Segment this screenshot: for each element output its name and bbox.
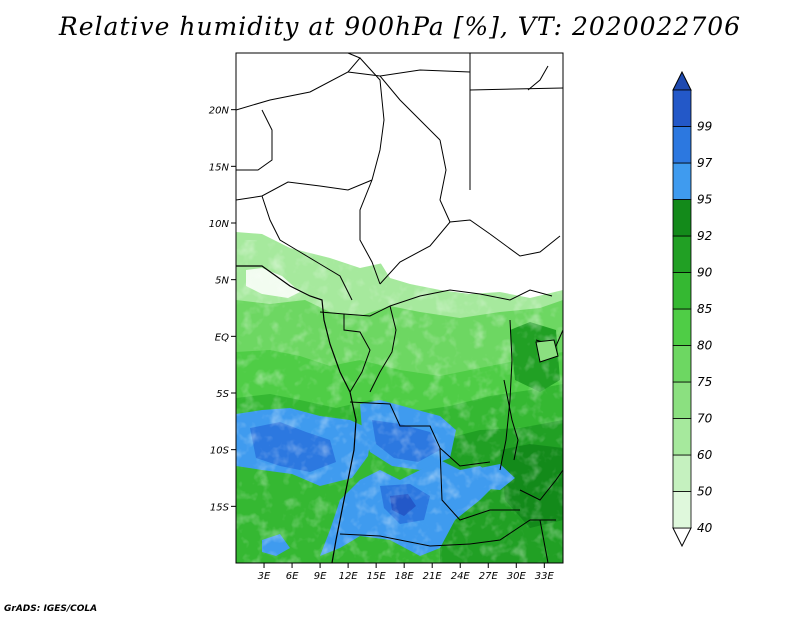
- border-chad-libya: [379, 75, 441, 141]
- border-angola-zambia: [439, 447, 520, 521]
- colorbar-label: 99: [697, 120, 712, 134]
- humidity-field: [236, 53, 563, 563]
- y-tick-label: 15S: [210, 502, 230, 513]
- y-tick-label: 5N: [215, 276, 229, 287]
- colorbar-box: [672, 308, 692, 346]
- colorbar-box: [672, 345, 692, 383]
- colorbar-label: 85: [697, 302, 712, 316]
- latitude-axis: 20N 15N 10N 5N EQ 5S 10S 15S: [209, 106, 236, 513]
- border-niger-chad: [359, 57, 385, 181]
- border-chad-car: [379, 219, 491, 285]
- x-tick-label: 3E: [258, 571, 271, 582]
- x-tick-label: 33E: [535, 571, 555, 582]
- y-tick-label: 20N: [209, 106, 230, 117]
- border-sudan-egypt: [469, 87, 563, 91]
- colorbar-label: 40: [697, 521, 713, 535]
- colorbar-box: [672, 491, 692, 529]
- colorbar-box: [672, 454, 692, 492]
- colorbar-box: [672, 235, 692, 273]
- colorbar-below-triangle: [672, 527, 692, 548]
- border-angola-namibia: [339, 533, 471, 547]
- y-tick-label: 10N: [209, 219, 230, 230]
- border-congo-drc: [369, 305, 397, 393]
- colorbar-box: [672, 126, 692, 164]
- border-chad-sudan: [439, 139, 451, 223]
- colorbar-box: [672, 199, 692, 237]
- colorbar-boxes: [672, 70, 692, 548]
- border-mozambique: [539, 519, 549, 563]
- border-niger-libya: [347, 69, 471, 77]
- colorbar-label: 70: [697, 412, 713, 426]
- country-borders: [236, 53, 563, 563]
- colorbar-box: [672, 162, 692, 200]
- colorbar-box: [672, 381, 692, 419]
- colorbar-label: 50: [697, 485, 713, 499]
- x-tick-label: 12E: [339, 571, 359, 582]
- x-tick-label: 18E: [395, 571, 415, 582]
- grads-credit: GrADS: IGES/COLA: [4, 604, 98, 614]
- x-tick-label: 9E: [314, 571, 327, 582]
- colorbar-label: 95: [697, 193, 712, 207]
- colorbar-labels: 40 50 60 70 75 80 85 90 92 95 97 99: [697, 120, 713, 536]
- border-drc-east: [499, 319, 513, 471]
- border-niger-nigeria: [236, 179, 373, 201]
- x-tick-label: 24E: [451, 571, 471, 582]
- colorbar-label: 97: [697, 156, 713, 170]
- border-ethiopia: [527, 65, 549, 91]
- border-algeria-niger: [236, 53, 361, 111]
- coastline: [236, 265, 357, 563]
- border-sudan-south: [489, 233, 561, 257]
- border-zimbabwe: [469, 519, 556, 545]
- y-tick-label: 5S: [216, 389, 229, 400]
- colorbar-label: 60: [697, 448, 713, 462]
- border-car-drc: [389, 289, 553, 307]
- longitude-axis: 3E 6E 9E 12E 15E 18E 21E 24E 27E 30E 33E: [258, 563, 555, 582]
- colorbar-box: [672, 418, 692, 456]
- lake-victoria: [535, 339, 559, 363]
- border-nigeria-cameroon: [261, 195, 353, 301]
- colorbar-above-triangle: [672, 70, 692, 91]
- border-mali-niger: [236, 109, 273, 171]
- y-tick-label: EQ: [215, 332, 229, 343]
- border-gabon-congo: [343, 314, 371, 393]
- x-tick-label: 30E: [507, 571, 527, 582]
- lake-tanganyika: [503, 379, 519, 461]
- border-drc-angola: [349, 401, 491, 467]
- y-tick-label: 10S: [210, 446, 230, 457]
- border-zambia-malawi: [519, 469, 563, 501]
- x-tick-label: 6E: [286, 571, 299, 582]
- map-title: Relative humidity at 900hPa [%], VT: 202…: [58, 12, 742, 41]
- colorbar-label: 90: [697, 266, 713, 280]
- border-chad-cameroon: [359, 179, 381, 285]
- map-frame: [235, 52, 564, 564]
- colorbar-label: 80: [697, 339, 713, 353]
- x-tick-label: 27E: [479, 571, 499, 582]
- x-tick-label: 15E: [367, 571, 387, 582]
- colorbar-label: 92: [697, 229, 712, 243]
- colorbar-label: 75: [697, 375, 712, 389]
- colorbar-box: [672, 89, 692, 127]
- y-tick-label: 15N: [209, 162, 230, 173]
- colorbar-box: [672, 272, 692, 310]
- border-cameroon-gabon: [319, 305, 391, 317]
- x-tick-label: 21E: [423, 571, 443, 582]
